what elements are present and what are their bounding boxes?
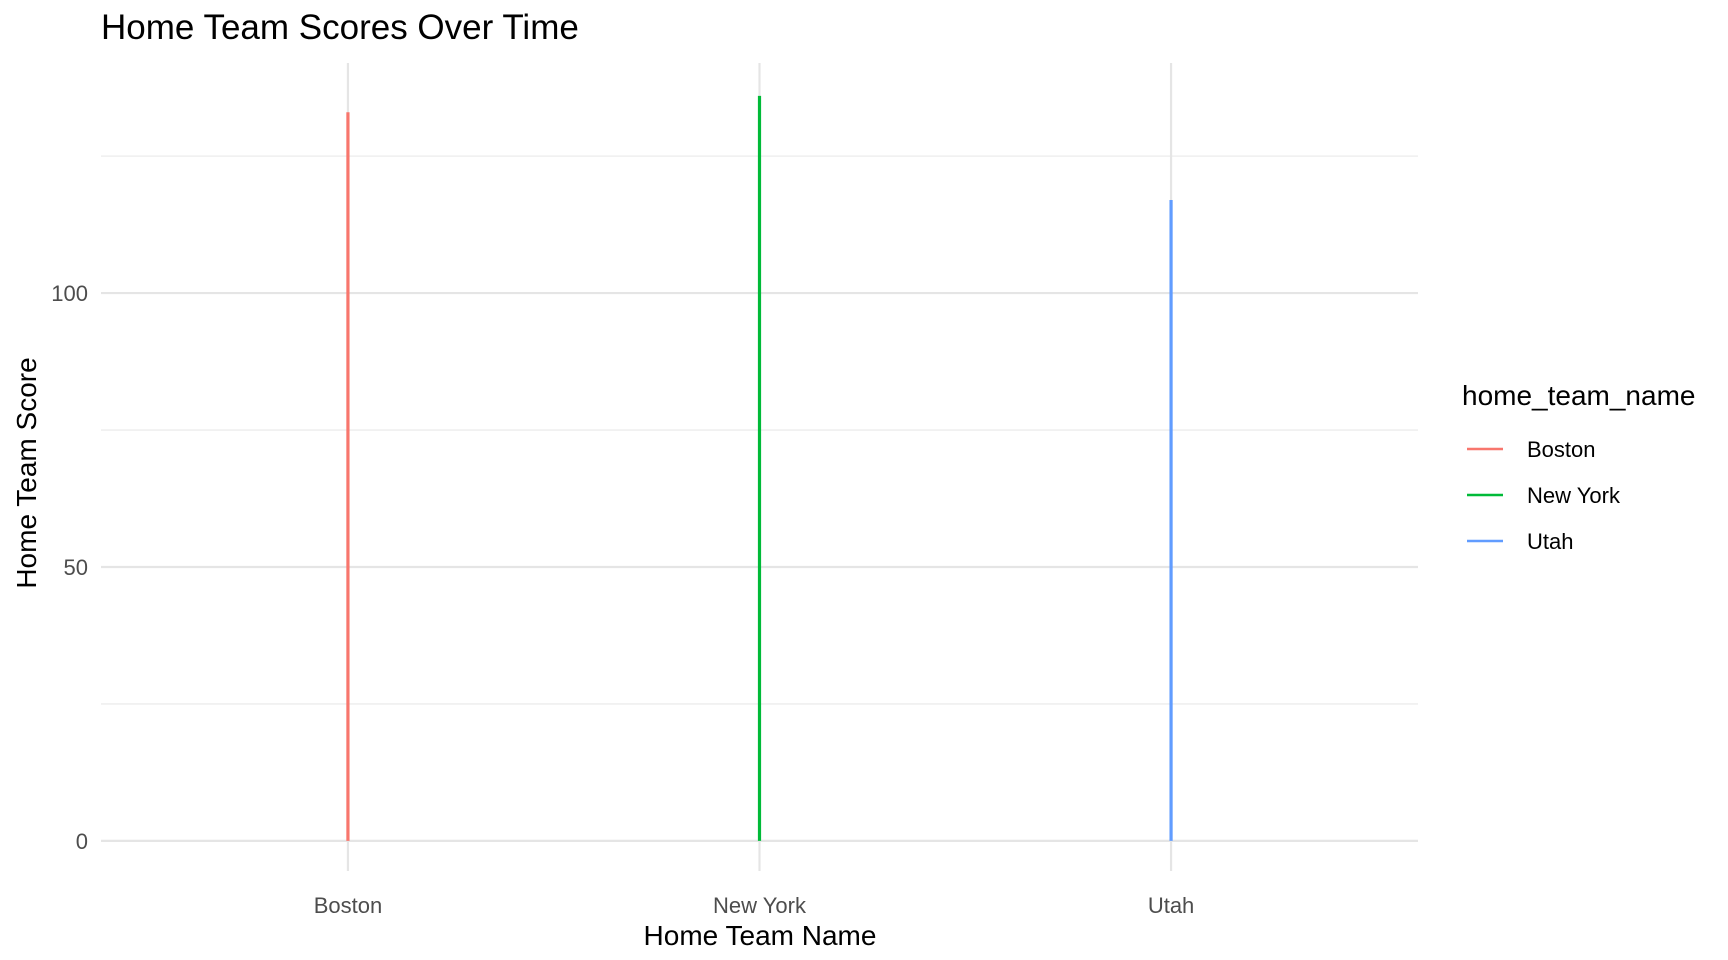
x-tick-label: Boston <box>314 893 383 918</box>
legend-label-boston: Boston <box>1527 437 1596 462</box>
y-tick-label: 100 <box>51 281 88 306</box>
chart-title: Home Team Scores Over Time <box>101 8 579 47</box>
legend-label-new-york: New York <box>1527 483 1621 508</box>
x-axis-ticks: Boston New York Utah <box>314 893 1195 918</box>
legend-title: home_team_name <box>1462 380 1695 411</box>
y-tick-label: 50 <box>64 555 88 580</box>
y-axis-ticks: 0 50 100 <box>51 281 88 854</box>
legend-label-utah: Utah <box>1527 529 1573 554</box>
legend-items: Boston New York Utah <box>1467 437 1621 554</box>
series-lines <box>346 95 1173 841</box>
x-axis-title: Home Team Name <box>644 920 877 951</box>
x-tick-label: New York <box>713 893 807 918</box>
y-tick-label: 0 <box>76 829 88 854</box>
y-axis-title: Home Team Score <box>11 357 42 588</box>
legend: home_team_name Boston New York Utah <box>1462 380 1695 554</box>
x-tick-label: Utah <box>1148 893 1194 918</box>
